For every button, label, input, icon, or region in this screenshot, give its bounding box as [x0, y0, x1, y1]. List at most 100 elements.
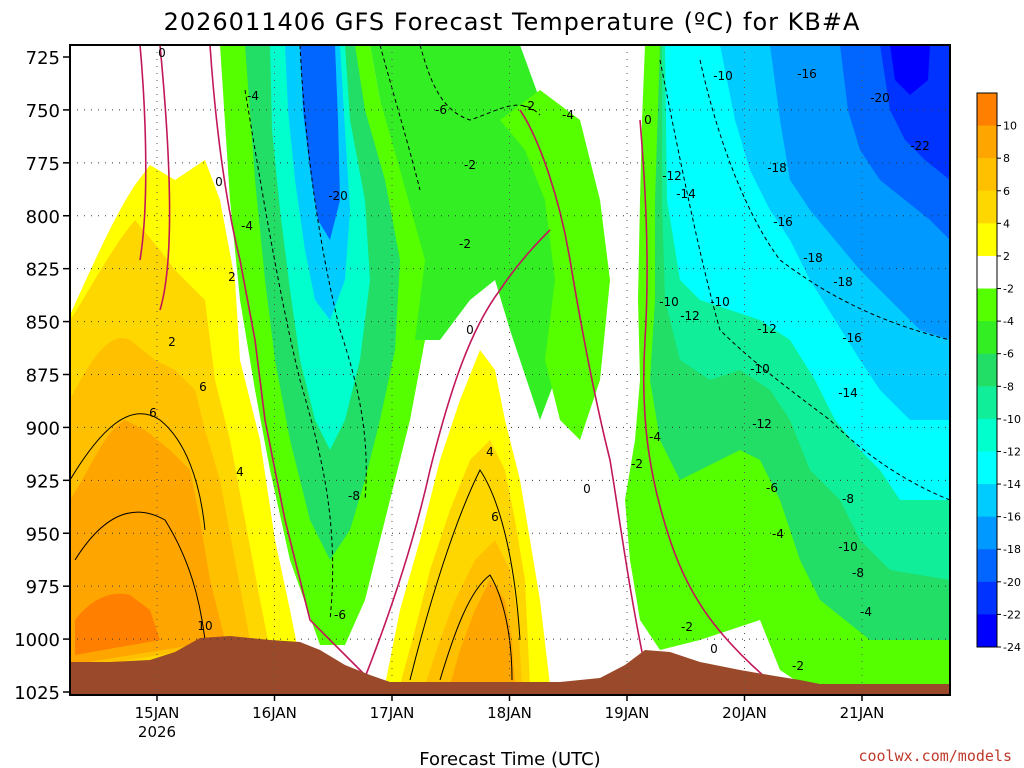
y-tick-label: 725 — [26, 48, 60, 69]
colorbar-label: 10 — [1003, 120, 1017, 133]
contour-label: -12 — [757, 322, 777, 336]
contour-label: 0 — [710, 642, 718, 656]
x-tick-sublabel: 2026 — [138, 723, 176, 741]
warm-region-18-8 — [450, 580, 515, 685]
colorbar-swatch — [977, 125, 997, 159]
contour-label: -14 — [676, 187, 696, 201]
contour-label: -12 — [680, 309, 700, 323]
contour-label: -16 — [773, 215, 793, 229]
contour-label: 0 — [644, 113, 652, 127]
colorbar-swatch — [977, 549, 997, 583]
contour-label: 0 — [583, 482, 591, 496]
contour-label: -12 — [752, 417, 772, 431]
contour-label: 0 — [466, 323, 474, 337]
contour-label: -4 — [649, 430, 661, 444]
colorbar-swatch — [977, 288, 997, 322]
contour-label: 6 — [491, 510, 499, 524]
credit-link[interactable]: coolwx.com/models — [858, 747, 1012, 765]
dashed-contour-cold-c — [379, 45, 541, 191]
freezing-line-4 — [639, 119, 781, 691]
colorbar-label: -14 — [1003, 478, 1021, 491]
contour-label: -2 — [792, 659, 804, 673]
colorbar-label: 2 — [1003, 250, 1010, 263]
colorbar-label: -22 — [1003, 608, 1021, 621]
y-tick-label: 950 — [26, 524, 60, 545]
contour-label: -8 — [842, 492, 854, 506]
colorbar-swatch — [977, 386, 997, 420]
x-tick-label: 18JAN — [487, 704, 532, 722]
colorbar-label: -16 — [1003, 511, 1021, 524]
contour-label: 2 — [168, 335, 176, 349]
colorbar-label: -10 — [1003, 413, 1021, 426]
x-axis-label: Forecast Time (UTC) — [419, 749, 600, 768]
contour-label: -2 — [459, 237, 471, 251]
contour-label: -2 — [464, 158, 476, 172]
contour-label: -20 — [870, 91, 890, 105]
colorbar-swatch — [977, 516, 997, 550]
y-tick-label: 750 — [26, 101, 60, 122]
colorbar-label: -6 — [1003, 348, 1014, 361]
chart-title: 2026011406 GFS Forecast Temperature (ºC)… — [164, 8, 861, 36]
contour-label: -4 — [772, 527, 784, 541]
contour-label: -12 — [662, 169, 682, 183]
terrain-surface — [70, 636, 950, 695]
contour-label: -10 — [750, 362, 770, 376]
contour-label: -16 — [842, 331, 862, 345]
contour-label: -10 — [838, 540, 858, 554]
contour-label: -8 — [348, 489, 360, 503]
dashed-contour-cold-b — [659, 59, 950, 501]
contour-label: -8 — [852, 566, 864, 580]
contour-label: 0 — [215, 175, 223, 189]
contour-label: 6 — [199, 380, 207, 394]
contour-label: -20 — [328, 189, 348, 203]
contour-label: 4 — [236, 465, 244, 479]
contour-label: -4 — [860, 605, 872, 619]
colorbar-swatch — [977, 581, 997, 615]
colorbar-swatch — [977, 418, 997, 452]
contour-label: -18 — [767, 161, 787, 175]
x-tick-label: 15JAN — [135, 704, 180, 722]
x-tick-label: 20JAN — [722, 704, 767, 722]
plot-area — [70, 45, 950, 695]
colorbar-swatch — [977, 190, 997, 224]
y-tick-label: 900 — [26, 418, 60, 439]
colorbar-label: -18 — [1003, 543, 1021, 556]
y-tick-label: 850 — [26, 313, 60, 334]
y-tick-label: 925 — [26, 471, 60, 492]
mid-cool-green — [500, 90, 610, 440]
colorbar-label: -4 — [1003, 315, 1014, 328]
x-tick-label: 17JAN — [370, 704, 415, 722]
contour-label: -6 — [435, 103, 447, 117]
colorbar-swatch — [977, 223, 997, 257]
colorbar-label: -8 — [1003, 380, 1014, 393]
colorbar-label: -12 — [1003, 445, 1021, 458]
contour-label: -10 — [659, 295, 679, 309]
colorbar-label: -24 — [1003, 641, 1021, 654]
dashed-contour-cold-a — [244, 45, 367, 621]
contour-label: 4 — [486, 445, 494, 459]
contour-label: 0 — [158, 46, 166, 60]
y-tick-label: 1000 — [14, 630, 60, 651]
contour-label: -2 — [631, 457, 643, 471]
warm-region-left-10 — [75, 593, 160, 655]
y-tick-label: 1025 — [14, 683, 60, 704]
colorbar-swatch — [977, 158, 997, 192]
colorbar-label: -20 — [1003, 576, 1021, 589]
contour-label: -6 — [334, 608, 346, 622]
contour-label: -18 — [803, 251, 823, 265]
contour-label: -2 — [523, 99, 535, 113]
colorbar-label: 8 — [1003, 152, 1010, 165]
contour-label: -16 — [797, 67, 817, 81]
y-tick-label: 875 — [26, 366, 60, 387]
y-tick-label: 975 — [26, 577, 60, 598]
colorbar: 10 8 6 4 2 -2 -4 -6 -8 -10 -12 -14 -16 -18 -20 -22 -24 — [976, 92, 1021, 654]
contour-label: 2 — [228, 270, 236, 284]
colorbar-label: 6 — [1003, 185, 1010, 198]
contour-label: -10 — [713, 69, 733, 83]
x-tick-label: 21JAN — [840, 704, 885, 722]
solid-contour-warm-b — [409, 469, 521, 681]
y-axis: 725 750 775 800 825 850 875 900 925 950 975 1000 102… — [14, 48, 70, 704]
x-tick-label: 16JAN — [252, 704, 297, 722]
freezing-line-1 — [139, 45, 381, 691]
cold-plume-16-20 — [300, 45, 340, 240]
